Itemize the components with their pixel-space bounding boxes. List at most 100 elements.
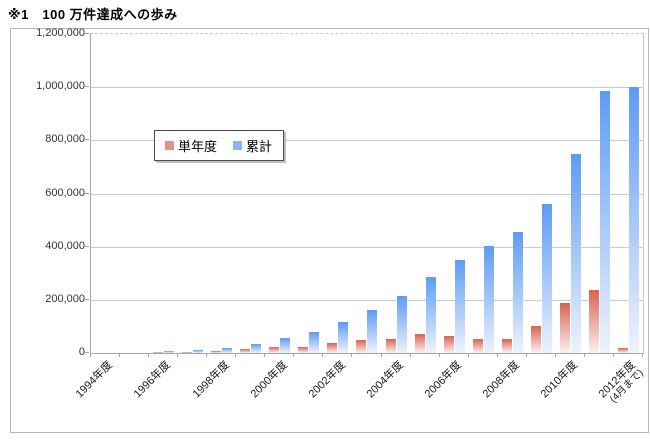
x-axis-tick [322,353,324,357]
bar-group-2000年度 [265,34,294,353]
x-tick-label-2012年度: 2012年度 (4月まで) [596,359,647,406]
bar-annual-2012年度 [617,348,628,353]
x-axis-tick [642,353,643,357]
bar-group-2003年度 [352,34,381,353]
bar-group-2002年度 [323,34,352,353]
y-tick-label: 1,000,000 [36,80,85,93]
bar-cumulative-1996年度 [164,351,175,353]
plot-area [90,33,644,354]
bar-annual-2003年度 [356,340,367,353]
x-axis-tick [380,353,382,357]
y-tick-label: 800,000 [45,133,85,146]
bar-cumulative-2008年度 [512,232,523,353]
bar-annual-1999年度 [240,349,251,353]
bar-annual-1997年度 [182,352,193,353]
bar-cumulative-2000年度 [280,338,291,353]
bar-group-2005年度 [411,34,440,353]
bar-group-2011年度 [585,34,614,353]
legend-label-annual: 単年度 [178,139,218,154]
x-axis-tick [119,353,121,357]
bar-group-1995年度 [120,34,149,353]
bar-annual-2009年度 [530,326,541,353]
bar-cumulative-1997年度 [193,350,204,353]
y-tick-label: 200,000 [45,292,85,305]
bar-annual-2001年度 [298,347,309,353]
y-tick-label: 0 [78,346,85,358]
y-axis-tick [85,86,89,88]
y-axis-tick [85,352,89,353]
bar-group-2004年度 [382,34,411,353]
y-axis-tick [85,298,89,300]
bar-annual-2006年度 [443,336,454,353]
bar-annual-2005年度 [414,334,425,353]
x-tick-label-1998年度: 1998年度 [190,359,232,401]
bar-cumulative-2010年度 [570,154,581,353]
bar-annual-2000年度 [269,347,280,353]
bar-group-1999年度 [236,34,265,353]
bar-cumulative-2012年度 [628,87,639,353]
bar-cumulative-2007年度 [483,246,494,353]
bar-annual-2008年度 [501,339,512,353]
bar-group-2010年度 [556,34,585,353]
bar-cumulative-2001年度 [309,332,320,353]
x-axis-tick [90,353,91,357]
x-axis-tick [612,353,614,357]
x-tick-label-1996年度: 1996年度 [132,359,174,401]
bar-cumulative-2009年度 [541,204,552,353]
x-axis-tick [293,353,295,357]
bar-annual-2007年度 [472,339,483,353]
x-tick-label-1994年度: 1994年度 [73,359,116,401]
x-axis-tick [148,353,150,357]
bar-group-2001年度 [294,34,323,353]
legend-swatch-annual-icon [165,141,174,150]
bar-group-1994年度 [91,34,120,353]
bar-group-1997年度 [178,34,207,353]
x-axis-tick [351,353,353,357]
x-axis-tick [206,353,208,357]
bar-annual-2004年度 [385,339,396,353]
x-tick-label-2006年度: 2006年度 [422,359,464,401]
bar-group-2009年度 [527,34,556,353]
bar-annual-2002年度 [327,343,338,353]
x-axis-tick [409,353,411,357]
y-axis-tick [85,245,89,247]
y-axis-tick [85,192,89,194]
bar-cumulative-2006年度 [454,260,465,353]
bar-cumulative-2005年度 [425,277,436,353]
chart-title: ※1 100 万件達成への歩み [8,7,178,22]
x-axis-tick [554,353,556,357]
gridline-400,000 [91,247,643,248]
x-axis-tick [496,353,498,357]
x-tick-label-2010年度: 2010年度 [538,359,581,401]
x-axis-tick [583,353,585,357]
bar-annual-2010年度 [559,303,570,353]
x-axis-tick [525,353,527,357]
x-tick-label-2000年度: 2000年度 [248,359,290,401]
y-tick-label: 400,000 [45,239,85,252]
bar-annual-1996年度 [153,352,164,353]
bar-group-1998年度 [207,34,236,353]
x-tick-label-2004年度: 2004年度 [364,359,406,401]
x-axis-tick [467,353,469,357]
bar-cumulative-2004年度 [396,296,407,353]
x-tick-label-2008年度: 2008年度 [480,359,523,401]
gridline-600,000 [91,194,643,195]
legend-label-cumulative: 累計 [246,139,273,154]
y-axis-tick [85,33,89,34]
bar-cumulative-1999年度 [251,344,262,353]
bar-group-2006年度 [440,34,469,353]
gridline-200,000 [91,300,643,301]
y-tick-label: 600,000 [45,186,85,199]
legend-swatch-cumulative-icon [233,141,243,150]
gridline-1,000,000 [91,87,643,88]
x-axis-tick [235,353,237,357]
y-axis-tick [85,139,89,141]
legend: 単年度 累計 [154,130,285,161]
bar-group-2008年度 [498,34,527,353]
bar-cumulative-2011年度 [599,91,610,353]
bar-group-2012年度 [614,34,643,353]
bar-cumulative-2003年度 [367,310,378,353]
legend-item-annual: 単年度 [165,136,217,155]
bar-annual-1998年度 [211,351,222,353]
